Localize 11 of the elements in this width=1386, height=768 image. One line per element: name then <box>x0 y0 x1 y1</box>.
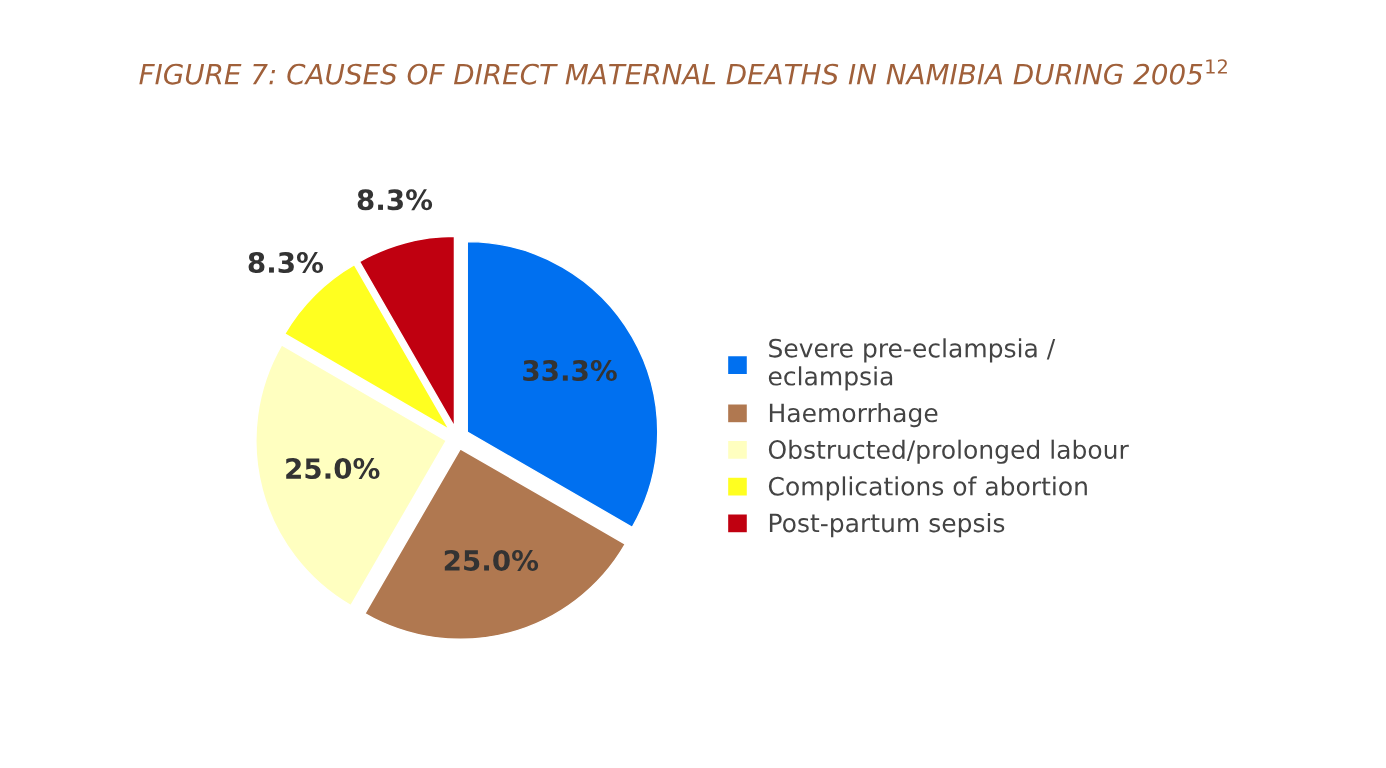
legend-label: Complications of abortion <box>768 476 1087 501</box>
data-label: 25.0% <box>286 458 380 480</box>
legend-label: Haemorrhage <box>769 402 938 428</box>
legend-label: Severe pre-eclampsia / eclampsia <box>768 338 1056 391</box>
data-label: 8.3% <box>357 189 433 211</box>
data-label: 33.3% <box>523 360 617 382</box>
chart-title: FIGURE 7: CAUSES OF DIRECT MATERNAL DEATHS IN NAMIBIA DURING 2005$^{12}$ <box>139 59 1227 85</box>
legend-label: Post-partum sepsis <box>769 513 1005 538</box>
legend-label: Obstructed/prolonged labour <box>768 439 1129 464</box>
data-label: 8.3% <box>248 252 324 274</box>
data-label: 25.0% <box>444 549 539 571</box>
